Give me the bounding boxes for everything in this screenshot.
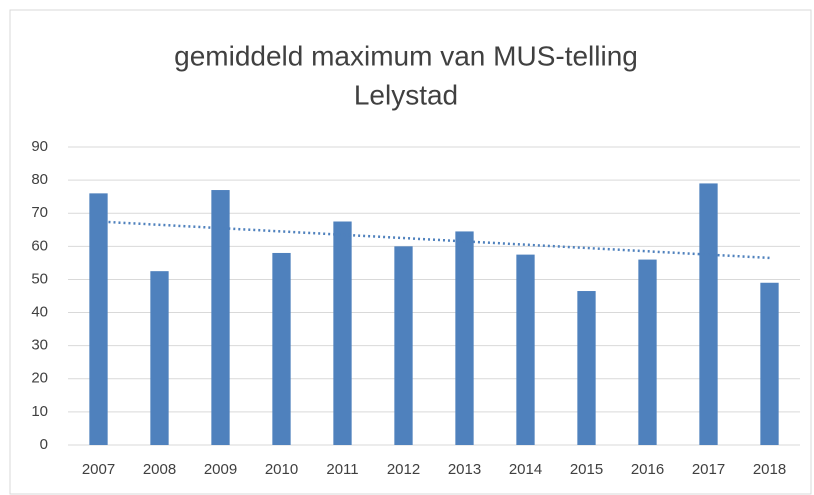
bar [760,282,779,445]
x-tick-label: 2017 [692,461,725,478]
y-tick-label: 70 [31,204,48,221]
y-tick-label: 30 [31,337,48,354]
y-tick-label: 60 [31,237,48,254]
bar [211,190,230,445]
x-tick-label: 2008 [143,461,176,478]
y-tick-label: 0 [40,436,48,453]
bar [394,246,413,445]
trendline [98,220,770,260]
y-tick-label: 90 [31,138,48,155]
y-tick-label: 20 [31,370,48,387]
bar [516,254,535,445]
x-tick-label: 2007 [82,461,115,478]
y-tick-label: 10 [31,403,48,420]
x-tick-label: 2009 [204,461,237,478]
chart-title: Lelystad [354,79,458,110]
x-tick-label: 2010 [265,461,298,478]
y-tick-label: 40 [31,304,48,321]
x-tick-label: 2011 [326,461,358,478]
bar [455,231,474,445]
y-tick-label: 80 [31,171,48,188]
x-tick-label: 2015 [570,461,603,478]
x-tick-label: 2018 [753,461,786,478]
x-tick-label: 2013 [448,461,481,478]
y-tick-label: 50 [31,270,48,287]
chart-title: gemiddeld maximum van MUS-telling [174,40,638,71]
x-tick-label: 2012 [387,461,420,478]
bar [333,221,352,445]
bar [638,259,657,445]
bar [699,183,718,445]
bar [89,193,108,445]
x-tick-label: 2016 [631,461,664,478]
bar [577,291,596,445]
x-tick-label: 2014 [509,461,542,478]
bar [272,252,291,445]
bar [150,271,169,445]
